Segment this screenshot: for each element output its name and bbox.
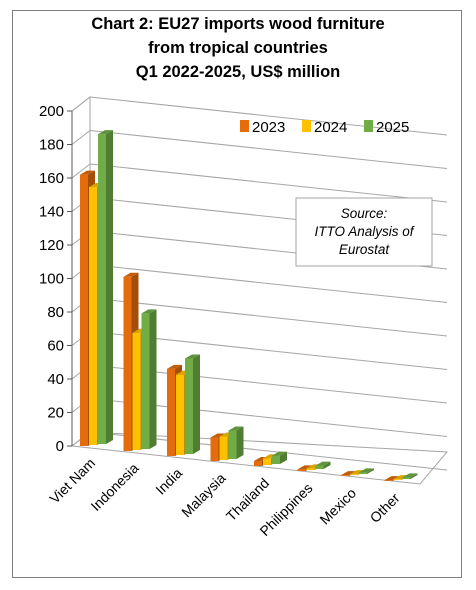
bar-2025-malaysia (228, 426, 244, 459)
bar-side (323, 461, 331, 469)
bar-top (384, 476, 400, 481)
gridline-side (71, 96, 91, 112)
y-tick-label: 200 (39, 103, 64, 120)
chart-title-line-1: Chart 2: EU27 imports wood furniture (91, 15, 385, 33)
bar-side (236, 426, 244, 459)
bar-top (315, 461, 331, 466)
bar-front (167, 368, 175, 456)
legend-swatch (364, 120, 373, 132)
bar-front (341, 475, 349, 476)
x-tick-label: Thailand (223, 475, 272, 524)
x-tick-label: India (152, 465, 185, 498)
y-tick-label: 40 (47, 371, 64, 388)
bar-front (306, 468, 315, 470)
y-tick-label: 120 (39, 237, 64, 254)
y-axis-ticks: 0 20 40 60 80 100 120 140 160 180 200 (39, 103, 64, 455)
bar-front (98, 134, 106, 444)
y-tick-label: 160 (39, 170, 64, 187)
bar-front (141, 313, 150, 449)
bars (80, 130, 418, 481)
bar-top (141, 309, 157, 314)
bar-2025-other (402, 473, 418, 479)
bar-top (297, 465, 313, 470)
bar-top (123, 272, 139, 277)
source-line: ITTO Analysis of (314, 224, 414, 239)
bar-front (359, 472, 367, 474)
x-tick-label: Other (367, 490, 403, 526)
y-tick-label: 60 (47, 338, 64, 355)
bar-front (219, 436, 228, 460)
source-annotation: Source: ITTO Analysis of Eurostat (295, 197, 433, 267)
y-tick-label: 180 (39, 137, 64, 154)
bar-top (185, 354, 200, 359)
bar-2025-thailand (272, 451, 287, 464)
x-tick-label: Mexico (316, 485, 359, 528)
bar-2025-viet-nam (98, 130, 113, 444)
bar-top (402, 473, 418, 478)
chart-title-line-2: from tropical countries (148, 39, 328, 57)
bar-front (80, 174, 88, 446)
gridline-side (71, 130, 91, 145)
bar-front (402, 477, 411, 479)
bar-front (384, 480, 393, 481)
bar-top (167, 364, 182, 369)
y-tick-label: 140 (39, 204, 64, 221)
bar-front (210, 437, 219, 461)
bar-2025-indonesia (141, 309, 157, 449)
bar-side (149, 309, 157, 449)
y-tick-label: 20 (47, 405, 64, 422)
legend: 2023 2024 2025 (240, 119, 409, 136)
bar-front (263, 458, 271, 465)
bar-front (228, 430, 237, 459)
legend-label: 2024 (314, 119, 347, 136)
bar-top (341, 471, 356, 476)
y-tick-label: 80 (47, 304, 64, 321)
gridline (89, 130, 448, 169)
bar-side (193, 354, 200, 454)
bar-front (393, 479, 402, 480)
bar-2025-mexico (359, 468, 374, 474)
bar-top (228, 426, 244, 431)
bar-side (410, 473, 418, 479)
source-line: Source: (341, 206, 388, 221)
gridline (89, 297, 448, 337)
legend-label: 2025 (376, 119, 409, 136)
bar-top (272, 451, 287, 456)
bar-side (280, 451, 287, 464)
legend-label: 2023 (252, 119, 285, 136)
bar-front (123, 276, 132, 451)
gridline (89, 264, 448, 303)
legend-swatch (302, 120, 311, 132)
bar-2025-philippines (315, 461, 331, 469)
bar-top (80, 170, 95, 175)
bar-top (359, 468, 374, 473)
bar-front (185, 358, 193, 454)
gridline (89, 96, 448, 136)
chart-title-line-3: Q1 2022-2025, US$ million (135, 63, 341, 81)
chart-title: Chart 2: EU27 imports wood furniture fro… (0, 12, 476, 84)
bar-side (367, 468, 374, 474)
bar-2025-india (185, 354, 200, 454)
bar-front (254, 460, 262, 466)
y-tick-label: 100 (39, 271, 64, 288)
bar-front (272, 455, 280, 464)
bar-top (98, 130, 113, 135)
gridline (89, 163, 448, 203)
source-box (295, 197, 433, 267)
bar-front (89, 187, 97, 446)
bar-front (297, 469, 306, 471)
bar-side (106, 130, 113, 444)
bar-front (176, 374, 184, 455)
x-tick-label: Malaysia (178, 470, 229, 521)
gridline-side (71, 163, 91, 179)
y-tick-label: 0 (56, 438, 64, 455)
source-line: Eurostat (339, 242, 391, 257)
legend-swatch (240, 120, 249, 132)
bar-front (132, 332, 141, 450)
bar-front (315, 465, 324, 469)
bar-top (210, 433, 226, 438)
bar-front (350, 474, 358, 475)
